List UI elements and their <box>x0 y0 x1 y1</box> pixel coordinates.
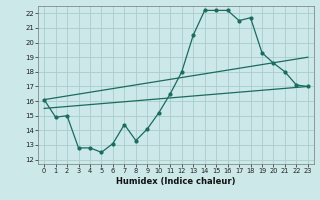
X-axis label: Humidex (Indice chaleur): Humidex (Indice chaleur) <box>116 177 236 186</box>
